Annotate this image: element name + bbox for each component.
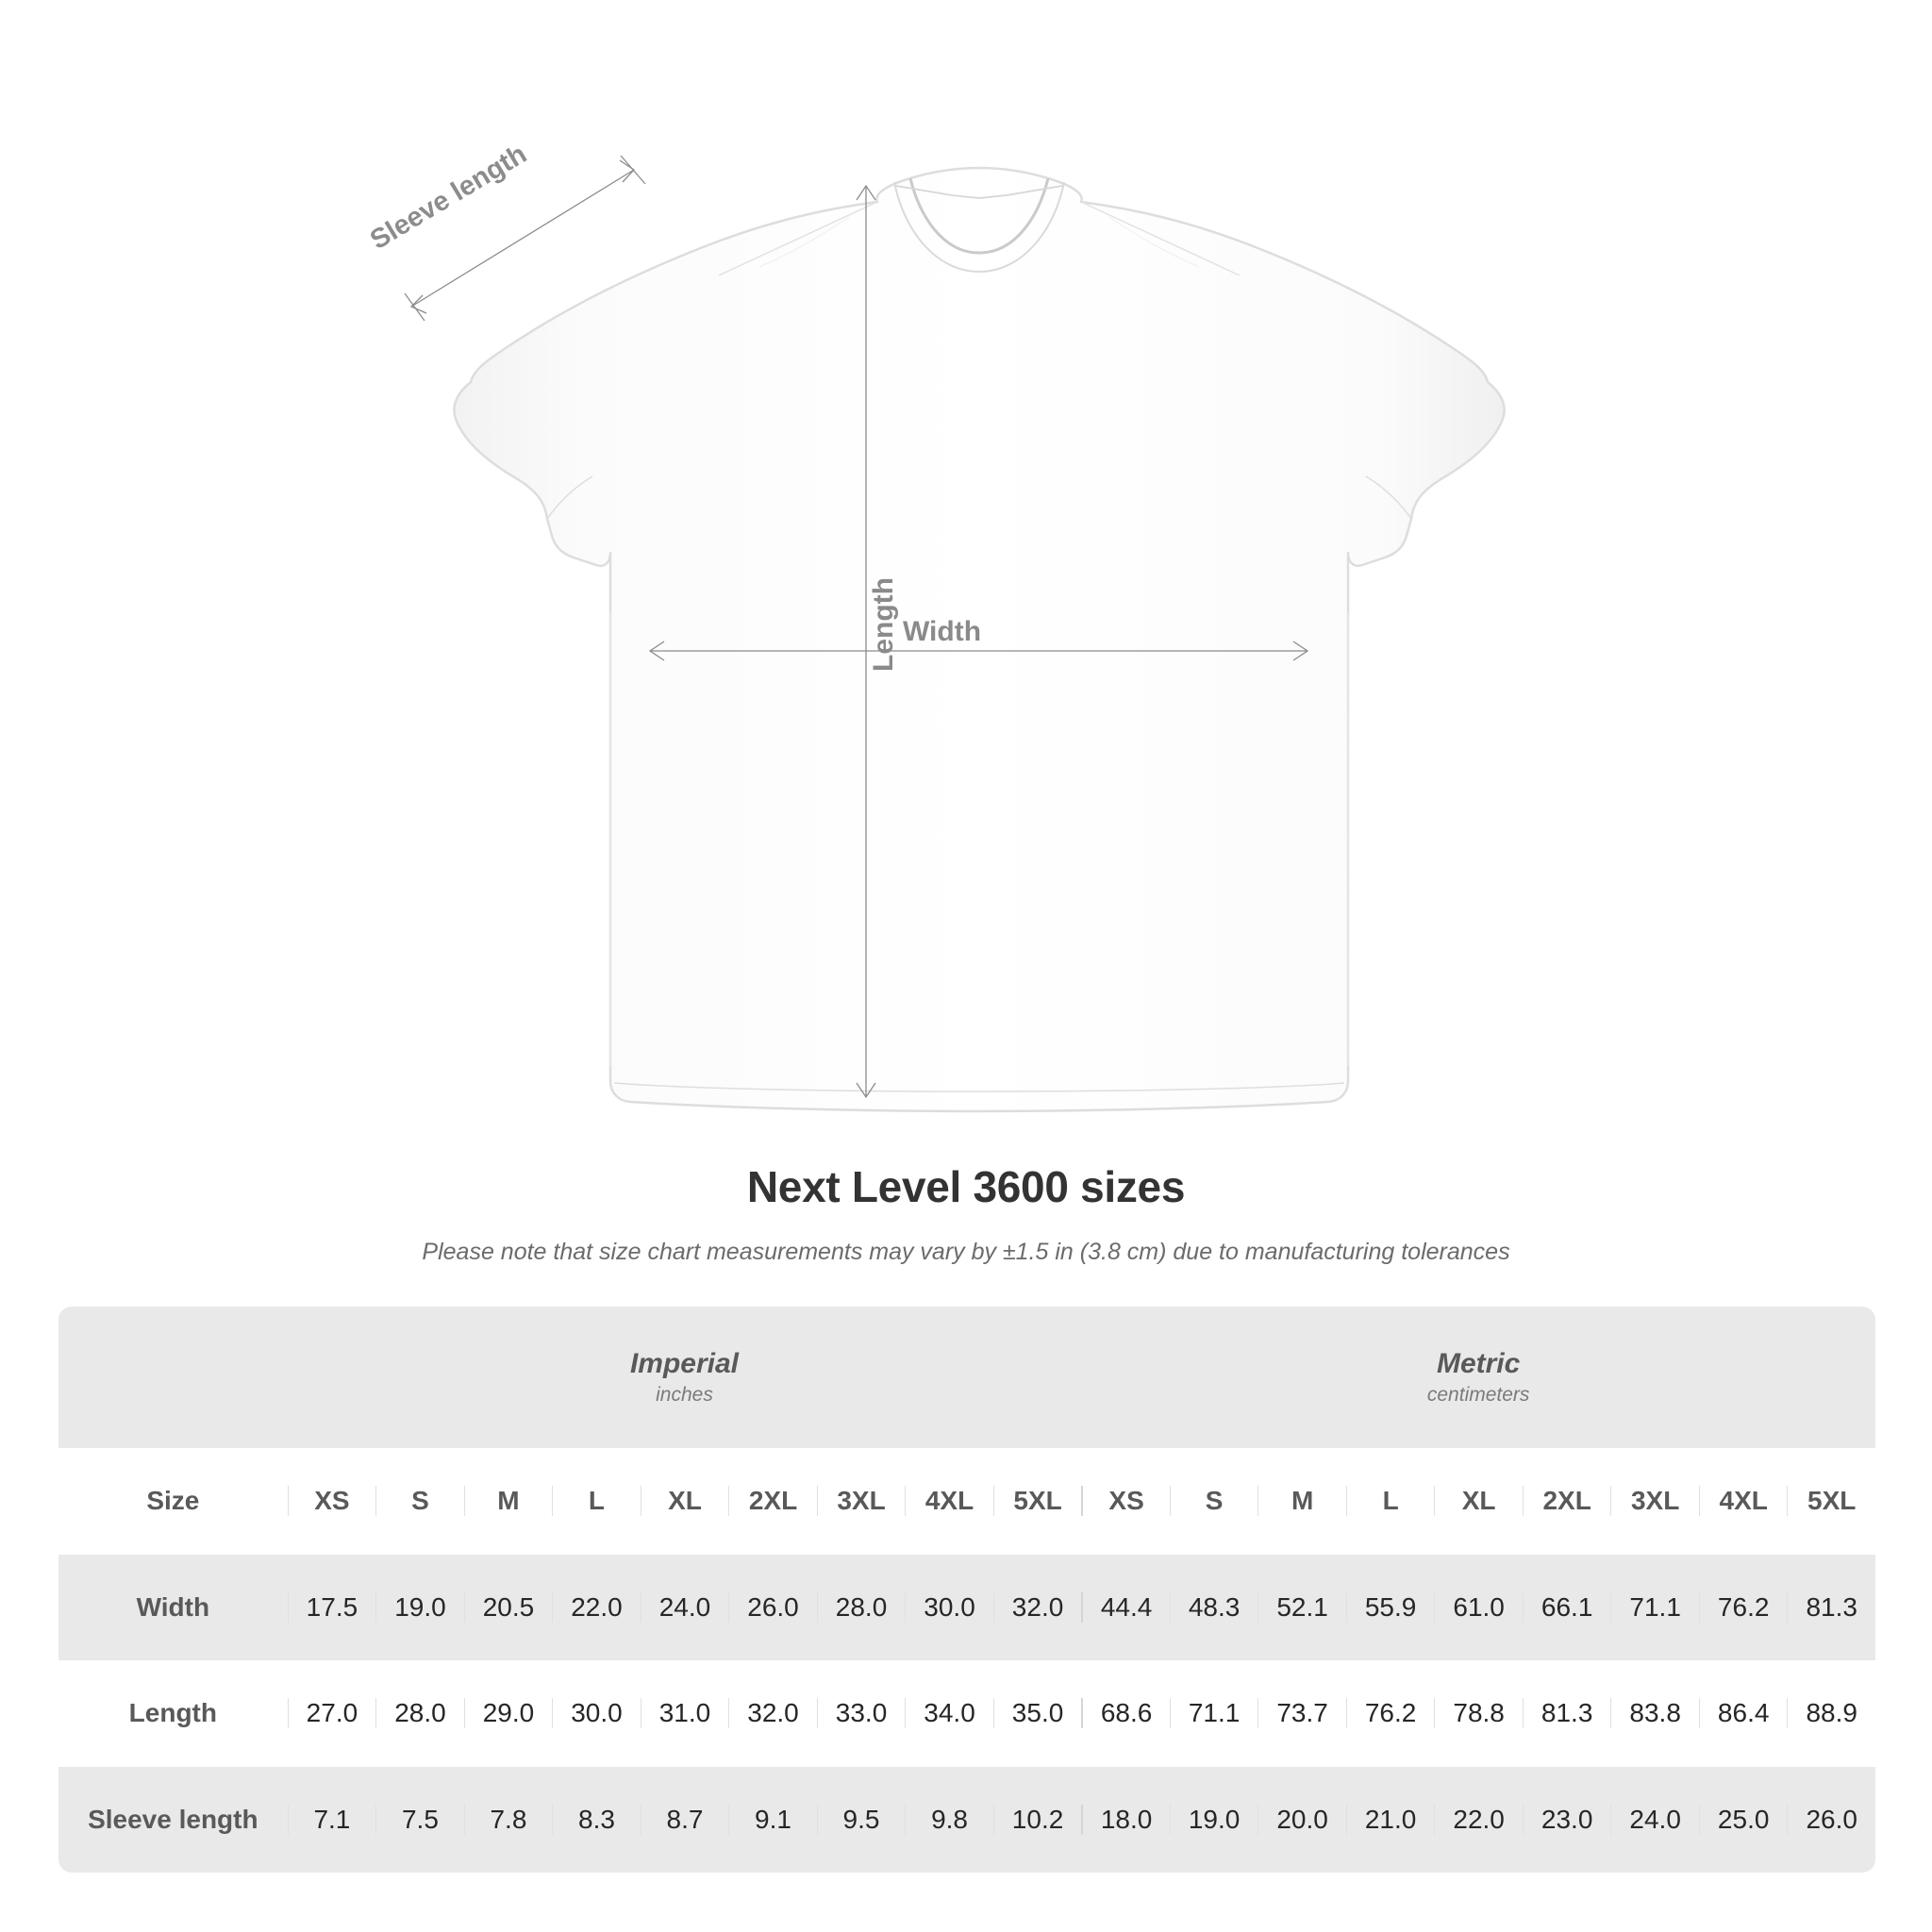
svg-text:Length: Length xyxy=(868,577,899,672)
svg-text:Width: Width xyxy=(903,616,981,647)
svg-text:Sleeve length: Sleeve length xyxy=(365,139,532,256)
